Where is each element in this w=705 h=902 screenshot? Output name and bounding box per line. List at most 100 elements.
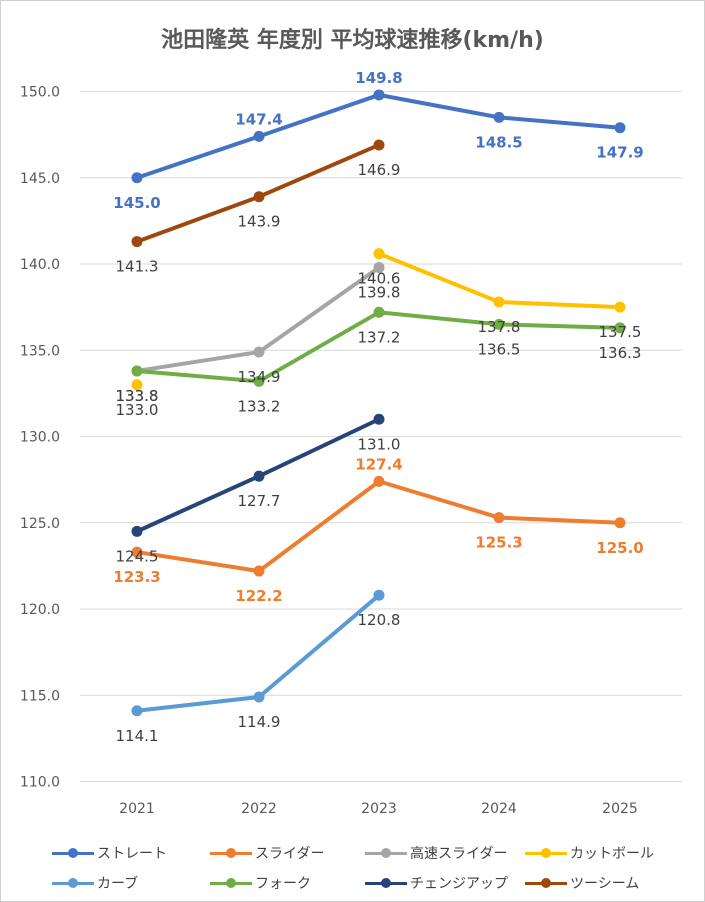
data-label: 124.5 — [116, 547, 159, 565]
x-tick-label: 2025 — [602, 801, 638, 817]
data-point — [614, 322, 626, 334]
series-line-segment — [257, 265, 381, 354]
y-tick-label: 115.0 — [20, 688, 60, 704]
data-label: 148.5 — [475, 133, 522, 151]
data-point — [253, 191, 265, 203]
data-point — [131, 365, 143, 377]
x-tick-label: 2021 — [119, 801, 155, 817]
data-point — [493, 296, 505, 308]
data-label: 120.8 — [358, 611, 401, 629]
data-label: 145.0 — [113, 194, 160, 212]
series-line-segment — [135, 349, 261, 373]
legend-key — [365, 846, 407, 860]
data-label: 143.9 — [238, 213, 281, 231]
y-tick-label: 150.0 — [20, 85, 60, 101]
x-tick-label: 2024 — [481, 801, 517, 817]
data-label: 140.6 — [358, 270, 401, 288]
data-point — [131, 379, 143, 391]
legend-key — [52, 846, 94, 860]
data-point — [373, 248, 385, 260]
series-line-segment — [257, 417, 381, 479]
y-tick-label: 125.0 — [20, 516, 60, 532]
legend-item: ストレート — [52, 842, 167, 864]
legend-label: カットボール — [570, 846, 654, 862]
legend-item: 高速スライダー — [365, 842, 507, 864]
series-line-segment — [377, 310, 501, 327]
data-label: 136.5 — [478, 340, 521, 358]
legend-label: 高速スライダー — [410, 846, 508, 862]
legend-key — [210, 876, 252, 890]
series-line-segment — [135, 550, 261, 574]
data-label: 136.3 — [599, 344, 642, 362]
legend-label: カーブ — [97, 876, 139, 892]
data-label: 141.3 — [116, 258, 159, 276]
series-line-segment — [257, 92, 381, 139]
legend-item: スライダー — [210, 842, 324, 864]
series-line-segment — [135, 474, 261, 534]
series-line-segment — [135, 368, 261, 384]
data-point — [614, 301, 626, 313]
data-point — [253, 130, 265, 142]
y-tick-label: 110.0 — [20, 775, 60, 791]
data-point — [253, 375, 265, 387]
data-label: 147.4 — [235, 110, 282, 128]
y-tick-label: 140.0 — [20, 257, 60, 273]
data-label: 127.7 — [238, 492, 281, 510]
legend-item: カットボール — [525, 842, 654, 864]
legend-label: チェンジアップ — [410, 876, 508, 892]
data-point — [614, 122, 626, 134]
x-tick-label: 2022 — [241, 801, 277, 817]
data-label: 133.0 — [116, 401, 159, 419]
y-tick-label: 130.0 — [20, 430, 60, 446]
data-label: 139.8 — [358, 283, 401, 301]
data-point — [373, 475, 385, 487]
data-label: 149.8 — [355, 69, 402, 87]
series-line-segment — [257, 142, 381, 199]
data-label: 133.8 — [116, 387, 159, 405]
series-line-segment — [497, 299, 622, 310]
legend-label: フォーク — [255, 876, 311, 892]
series-line-segment — [377, 92, 501, 120]
data-point — [253, 565, 265, 577]
data-point — [373, 89, 385, 101]
data-point — [373, 589, 385, 601]
line-chart: 110.0 115.0 120.0 125.0 130.0 135.0 140.0 145.0… — [20, 69, 682, 817]
y-tick-label: 145.0 — [20, 171, 60, 187]
legend-key — [525, 846, 567, 860]
data-label: 123.3 — [113, 568, 160, 586]
data-point — [253, 470, 265, 482]
data-label: 137.8 — [478, 318, 521, 336]
data-point — [614, 517, 626, 529]
data-point — [253, 691, 265, 703]
data-point — [131, 172, 143, 184]
data-point — [253, 346, 265, 358]
series-line-segment — [257, 310, 381, 384]
legend-item: フォーク — [210, 872, 311, 894]
series-line-segment — [135, 134, 261, 180]
series-line-segment — [497, 115, 622, 130]
chart-legend: ストレート スライダー 高速スライダー カットボールカーブ フォーク チェンジアップ ツーシ… — [0, 836, 705, 896]
data-label: 134.9 — [238, 368, 281, 386]
series-line-segment — [497, 515, 622, 525]
legend-key — [52, 876, 94, 890]
data-label: 147.9 — [596, 144, 643, 162]
series-line-segment — [257, 479, 381, 574]
data-label: 133.8 — [116, 387, 159, 405]
legend-item: ツーシーム — [525, 872, 639, 894]
y-tick-label: 120.0 — [20, 602, 60, 618]
data-label: 137.2 — [358, 328, 401, 346]
data-point — [493, 111, 505, 123]
data-label: 131.0 — [358, 435, 401, 453]
legend-key — [210, 846, 252, 860]
legend-label: スライダー — [255, 846, 325, 862]
data-label: 114.1 — [116, 727, 159, 745]
data-label: 125.3 — [475, 534, 522, 552]
data-point — [131, 705, 143, 717]
data-label: 146.9 — [358, 161, 401, 179]
data-point — [131, 525, 143, 537]
y-tick-label: 135.0 — [20, 343, 60, 359]
chart-title: 池田隆英 年度別 平均球速推移(km/h) — [161, 28, 544, 53]
legend-key — [365, 876, 407, 890]
series-line-segment — [377, 479, 501, 520]
